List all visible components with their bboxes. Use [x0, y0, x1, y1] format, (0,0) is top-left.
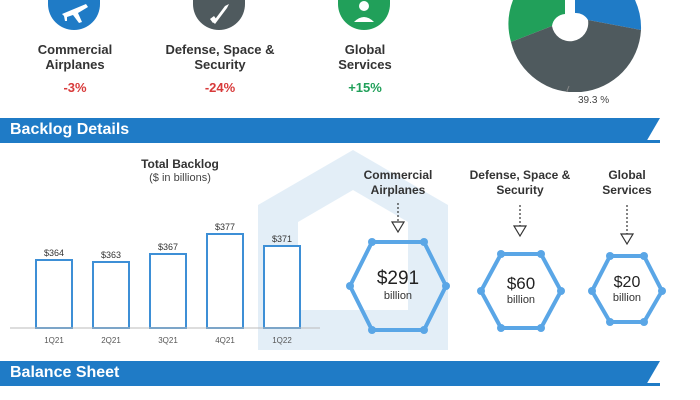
section-balance: Balance Sheet: [0, 361, 660, 385]
hex-unit: billion: [612, 292, 642, 304]
section-backlog: Backlog Details: [0, 118, 660, 142]
hex-head-global: Global Services: [602, 168, 652, 197]
donut-slice-gray: [511, 20, 641, 92]
pie-label: 39.3 %: [578, 95, 610, 106]
hex-commercial-content: $291 billion: [348, 268, 448, 302]
hex-unit: billion: [383, 290, 413, 302]
x-tick-label: 1Q22: [272, 336, 292, 345]
x-tick-label: 4Q21: [215, 336, 235, 345]
segment-name: Global Services: [338, 42, 392, 72]
segment-change: -24%: [204, 80, 236, 95]
segment-name: Defense, Space & Security: [165, 42, 275, 72]
bar-value-label: $367: [158, 242, 178, 252]
segment-change: -3%: [63, 80, 87, 95]
arrow-global-head: [619, 233, 635, 246]
segment-name: Commercial Airplanes: [37, 42, 113, 72]
segment-global-services: Global Services +15%: [290, 0, 440, 100]
x-tick-label: 1Q21: [44, 336, 64, 345]
hex-defense-content: $60 billion: [471, 274, 571, 306]
x-tick-label: 2Q21: [101, 336, 121, 345]
donut-slice-blue: [575, 0, 642, 30]
segment-defense: Defense, Space & Security -24%: [145, 0, 295, 100]
bar-value-label: $363: [101, 250, 121, 260]
watermark-logo: [258, 150, 448, 350]
hex-value: $20: [613, 274, 641, 291]
hexagon-defense: [477, 250, 565, 332]
chart-title: Total Backlog: [141, 157, 219, 171]
hex-value: $291: [376, 268, 420, 289]
backlog-bar-chart: $364 1Q21 $363 2Q21 $367 3Q21 $377 4Q21 $371 1Q22: [10, 222, 320, 345]
chart-subtitle: ($ in billions): [149, 172, 211, 184]
hex-head-commercial: Commercial Airplanes: [363, 168, 433, 197]
bar-1Q22: [263, 245, 301, 329]
bar-value-label: $364: [44, 248, 64, 258]
hex-global-content: $20 billion: [577, 274, 677, 304]
bar-2Q21: [92, 261, 130, 329]
hex-head-defense: Defense, Space & Security: [469, 168, 571, 197]
donut-slice-green: [508, 0, 565, 42]
rocket-icon: [193, 0, 245, 30]
arrow-commercial-head: [390, 221, 406, 234]
segment-change: +15%: [348, 80, 382, 95]
hex-value: $60: [506, 274, 536, 293]
segment-commercial: Commercial Airplanes -3%: [0, 0, 150, 100]
section-balance-underline: [0, 383, 660, 386]
arrow-defense-head: [512, 225, 528, 238]
bar-value-label: $371: [272, 234, 292, 244]
airplane-icon: [48, 0, 100, 30]
hexagon-global: [588, 252, 666, 326]
revenue-donut: [508, 0, 642, 92]
hex-unit: billion: [506, 294, 536, 306]
service-icon: [338, 0, 390, 30]
section-backlog-underline: [0, 140, 660, 143]
bar-value-label: $377: [215, 222, 235, 232]
bar-4Q21: [206, 233, 244, 329]
hexagon-commercial: [346, 238, 450, 334]
x-tick-label: 3Q21: [158, 336, 178, 345]
